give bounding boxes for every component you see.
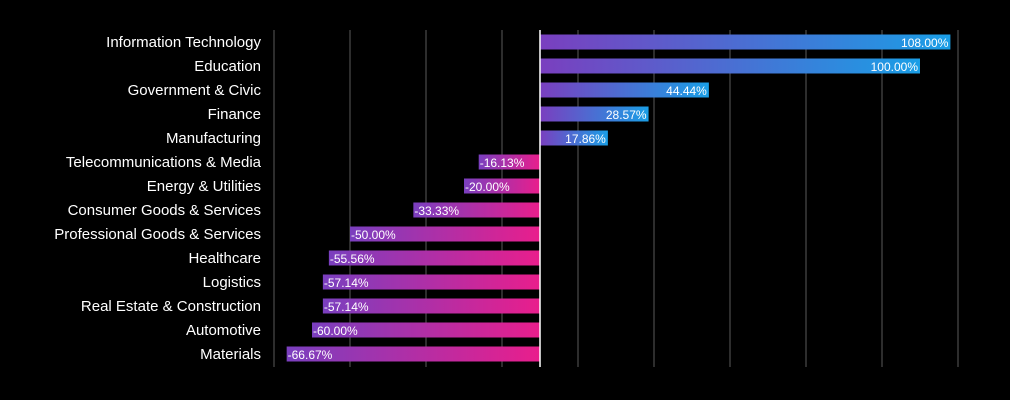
bar [540,82,709,98]
bar [540,130,608,146]
value-label: 108.00% [901,36,949,50]
bar [286,346,540,362]
value-label: -55.56% [330,252,375,266]
category-label: Real Estate & Construction [81,298,261,315]
value-label: -57.14% [324,300,369,314]
value-label: -66.67% [288,348,333,362]
category-label: Manufacturing [166,130,261,147]
value-label: -33.33% [414,204,459,218]
bar [540,58,920,74]
category-label: Energy & Utilities [147,178,261,195]
category-label: Telecommunications & Media [66,154,262,171]
bar [312,322,540,338]
category-label: Consumer Goods & Services [68,202,261,219]
bars [286,34,951,362]
category-label: Government & Civic [128,82,262,99]
value-label: 17.86% [565,132,606,146]
bar [478,154,540,170]
value-label: -20.00% [465,180,510,194]
bar [540,34,951,50]
category-label: Logistics [203,274,261,291]
value-label: 100.00% [871,60,919,74]
value-label: -60.00% [313,324,358,338]
bar [350,226,540,242]
category-label: Automotive [186,322,261,339]
category-label: Professional Goods & Services [54,226,261,243]
category-label: Healthcare [188,250,261,267]
category-label: Education [194,58,261,75]
gridlines [273,30,959,367]
value-labels: 108.00% 100.00% 44.44% 28.57%17.86% -16.13% -… [288,36,949,362]
category-label: Finance [208,106,261,123]
bar [322,274,540,290]
bar [464,178,540,194]
bar [540,106,649,122]
value-label: 44.44% [666,84,707,98]
category-labels: Information Technology Education Governmen… [54,34,261,363]
bar [322,298,540,314]
value-label: -57.14% [324,276,369,290]
value-label: -50.00% [351,228,396,242]
value-label: -16.13% [480,156,525,170]
bar [413,202,540,218]
category-label: Information Technology [106,34,261,51]
value-label: 28.57% [606,108,647,122]
bar [328,250,540,266]
category-label: Materials [200,346,261,363]
